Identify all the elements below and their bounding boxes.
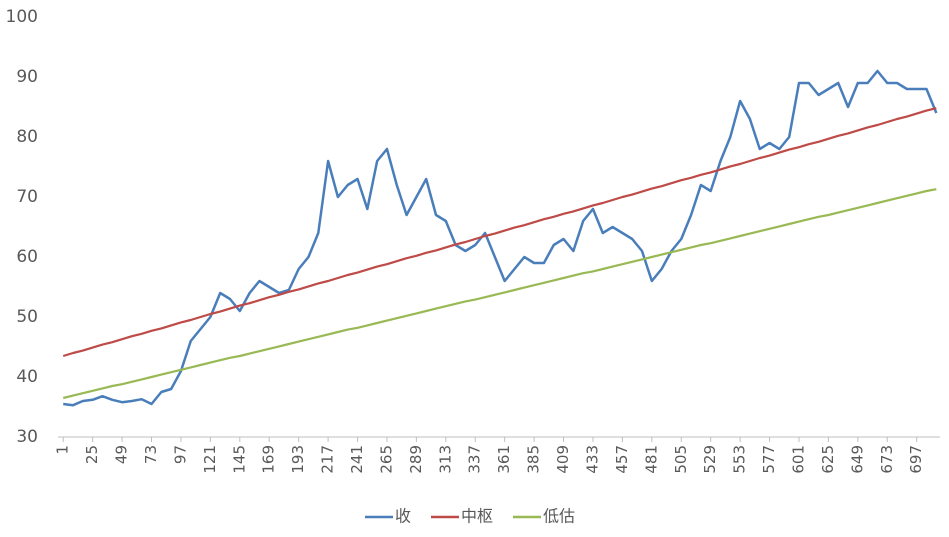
x-tick-label: 121: [201, 445, 219, 474]
x-tick-label: 697: [907, 445, 925, 474]
x-tick-label: 145: [230, 445, 248, 474]
y-tick-label: 40: [16, 367, 38, 387]
x-tick-label: 313: [436, 445, 454, 474]
x-tick-label: 217: [319, 445, 337, 474]
series-line: [62, 107, 937, 358]
x-tick-label: 481: [642, 445, 660, 474]
x-tick-label: 625: [819, 445, 837, 474]
x-tick-label: 169: [260, 445, 278, 474]
y-tick-label: 100: [6, 7, 38, 27]
x-tick-label: 385: [525, 445, 543, 474]
x-tick-label: 241: [348, 445, 366, 474]
x-tick-label: 601: [789, 445, 807, 474]
x-tick-label: 505: [672, 445, 690, 474]
x-tick-label: 193: [289, 445, 307, 474]
x-tick-label: 73: [142, 445, 160, 464]
x-tick-label: 409: [554, 445, 572, 474]
x-tick-label: 361: [495, 445, 513, 474]
y-tick-label: 70: [16, 187, 38, 207]
x-tick-label: 1: [54, 445, 72, 455]
x-tick-label: 529: [701, 445, 719, 474]
y-tick-label: 50: [16, 307, 38, 327]
series-line: [62, 188, 937, 400]
legend-label: 中枢: [461, 507, 493, 526]
x-tick-label: 25: [83, 445, 101, 464]
y-tick-label: 30: [16, 427, 38, 447]
x-tick-label: 577: [760, 445, 778, 474]
series-line: [63, 69, 938, 407]
x-tick-label: 49: [113, 445, 131, 464]
legend-label: 收: [395, 507, 411, 526]
x-tick-label: 433: [583, 445, 601, 474]
x-tick-label: 649: [848, 445, 866, 474]
y-tick-label: 60: [16, 247, 38, 267]
legend-label: 低估: [543, 507, 575, 526]
x-tick-label: 337: [466, 445, 484, 474]
x-tick-label: 97: [171, 445, 189, 464]
y-tick-label: 90: [16, 67, 38, 87]
x-tick-label: 673: [878, 445, 896, 474]
x-tick-label: 289: [407, 445, 425, 474]
x-tick-label: 265: [377, 445, 395, 474]
y-tick-label: 80: [16, 127, 38, 147]
x-tick-label: 553: [731, 445, 749, 474]
x-tick-label: 457: [613, 445, 631, 474]
